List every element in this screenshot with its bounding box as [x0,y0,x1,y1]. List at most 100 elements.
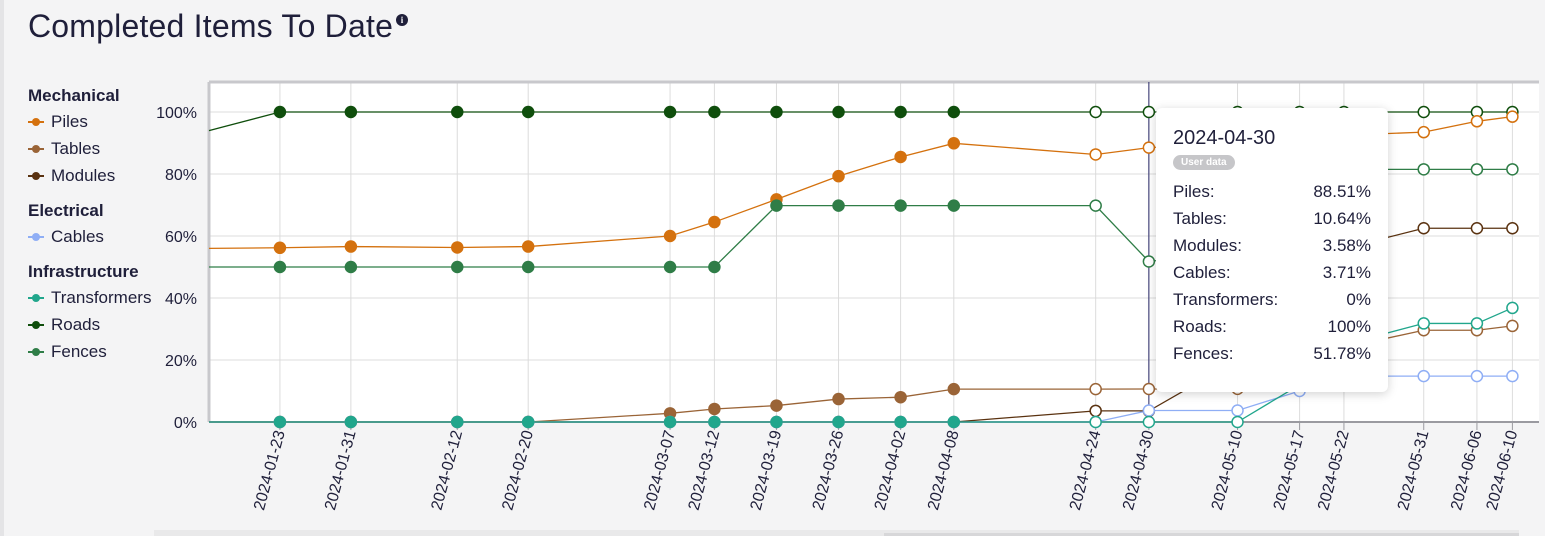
legend-label: Modules [51,166,116,185]
data-point-cables [1231,404,1244,417]
x-tick-label: 2024-04-02 [872,429,910,513]
y-tick-label: 100% [156,105,197,122]
legend-item-fences[interactable]: Fences [28,338,158,365]
legend-marker-icon [28,232,44,242]
x-tick-label: 2024-04-30 [1120,429,1158,513]
data-point-cables [1417,369,1430,383]
tooltip-series-value: 10.64% [1313,209,1371,228]
data-point-roads [1142,105,1156,119]
legend-item-piles[interactable]: Piles [28,108,158,135]
legend-label: Cables [51,227,104,246]
data-point-roads [947,105,961,119]
data-point-roads [770,105,783,119]
tooltip-row: Roads: 100% [1173,313,1371,340]
data-point-fences [894,199,907,212]
data-point-tables [770,399,783,412]
legend-marker-icon [28,320,44,330]
legend-group-heading: Infrastructure [28,262,139,281]
data-point-piles [708,215,721,229]
data-point-piles [1089,148,1102,161]
tooltip-series-value: 0% [1346,290,1371,309]
legend-item-modules[interactable]: Modules [28,162,158,189]
x-tick-label: 2024-02-12 [429,429,467,513]
tooltip-series-label: Cables: [1173,263,1231,282]
data-point-roads [273,105,287,119]
legend-item-roads[interactable]: Roads [28,311,158,338]
info-icon[interactable]: i [396,14,409,26]
data-point-tables [832,392,845,406]
legend-label: Roads [51,315,101,334]
data-point-transformers [451,415,464,429]
scrollbar-track[interactable] [154,530,1519,536]
data-point-transformers [663,415,677,429]
data-point-tables [708,402,721,416]
y-tick-label: 60% [165,229,197,246]
legend-item-tables[interactable]: Tables [28,135,158,162]
data-point-roads [708,105,721,119]
hover-tooltip: 2024-04-30 User data Piles: 88.51% Tables:… [1156,108,1388,392]
x-tick-label: 2024-04-24 [1067,429,1105,513]
data-point-transformers [1089,415,1102,429]
legend-item-transformers[interactable]: Transformers [28,284,158,311]
x-tick-label: 2024-03-26 [810,429,848,513]
legend-group-electrical: Electrical Cables [28,199,158,250]
tooltip-row: Transformers: 0% [1173,286,1371,313]
tooltip-row: Fences: 51.78% [1173,340,1371,367]
tooltip-series-label: Modules: [1173,236,1242,255]
tooltip-series-value: 51.78% [1313,344,1371,363]
x-tick-label: 2024-06-10 [1484,429,1522,513]
data-point-transformers [521,415,535,429]
x-tick-label: 2024-05-10 [1209,429,1247,513]
data-point-tables [1506,319,1519,333]
tooltip-series-label: Tables: [1173,209,1227,228]
title-text: Completed Items To Date [28,8,394,44]
data-point-transformers [1142,415,1156,429]
data-point-cables [1506,369,1519,383]
data-point-modules [1417,222,1430,235]
legend-label: Piles [51,112,88,131]
data-point-piles [1470,115,1484,128]
tooltip-series-label: Fences: [1173,344,1234,363]
data-point-transformers [1231,415,1244,429]
data-point-transformers [894,415,907,429]
legend-item-cables[interactable]: Cables [28,223,158,250]
legend-group-heading: Mechanical [28,86,120,105]
data-point-cables [1470,369,1484,383]
data-point-piles [894,150,907,164]
data-point-modules [1506,222,1519,235]
legend-group-infrastructure: Infrastructure Transformers Roads Fences [28,260,158,365]
data-point-fences [832,199,845,212]
data-point-roads [894,105,907,119]
data-point-transformers [1506,301,1519,315]
x-tick-label: 2024-03-19 [748,429,786,513]
data-point-transformers [770,415,783,429]
data-point-transformers [947,415,961,429]
scrollbar-thumb[interactable] [884,533,1519,536]
data-point-fences [344,260,358,274]
data-point-transformers [273,415,287,429]
data-point-roads [451,105,464,119]
data-point-piles [1142,141,1156,154]
data-point-fences [663,260,677,274]
tooltip-rows: Piles: 88.51% Tables: 10.64% Modules: 3.58% Ca… [1173,178,1371,367]
legend-marker-icon [28,347,44,357]
data-point-transformers [1417,317,1430,330]
x-tick-label: 2024-01-31 [322,429,360,513]
data-point-piles [344,240,358,253]
legend-marker-icon [28,293,44,303]
data-point-fences [1089,199,1102,212]
tooltip-series-value: 100% [1327,317,1371,336]
y-tick-label: 0% [174,415,197,432]
data-point-roads [832,105,845,119]
legend-group-mechanical: Mechanical Piles Tables Modules [28,84,158,189]
tooltip-row: Tables: 10.64% [1173,205,1371,232]
data-point-tables [1142,382,1156,396]
data-point-modules [1089,404,1102,418]
x-tick-label: 2024-05-17 [1271,429,1309,513]
legend: Mechanical Piles Tables Modules Electrical Ca… [28,84,158,375]
x-tick-label: 2024-04-08 [925,429,963,513]
legend-group-heading: Electrical [28,201,104,220]
data-point-piles [663,229,677,243]
tooltip-row: Modules: 3.58% [1173,232,1371,259]
tooltip-row: Piles: 88.51% [1173,178,1371,205]
